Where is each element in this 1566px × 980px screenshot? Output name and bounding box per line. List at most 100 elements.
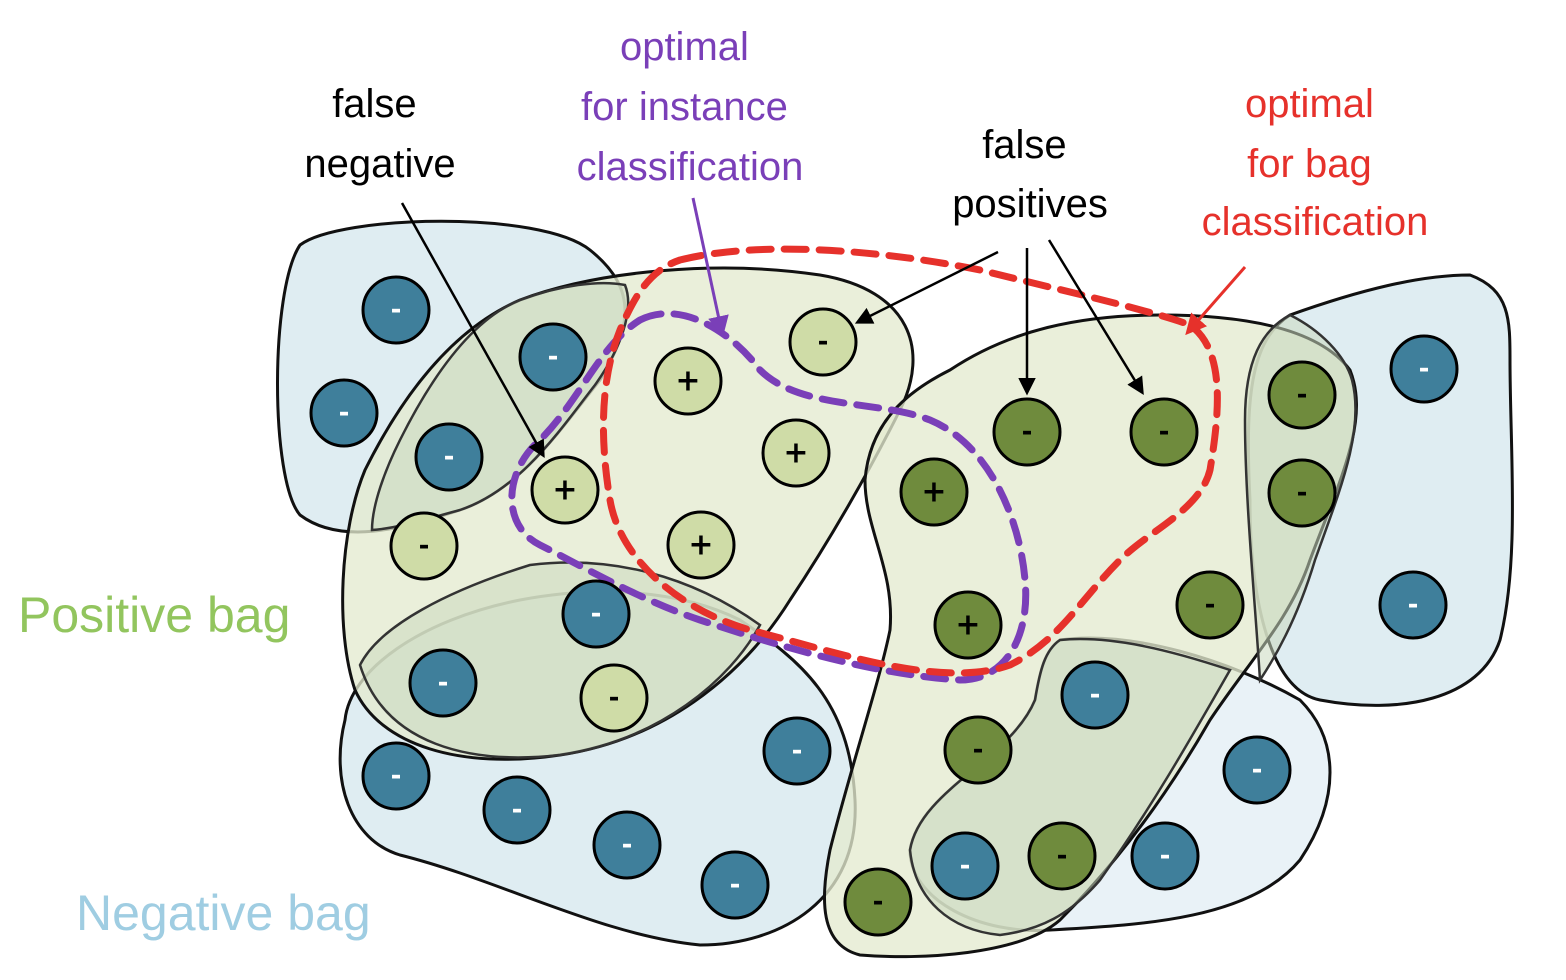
false-positive-arrow-3	[1047, 239, 1144, 395]
negative-instance-31: -	[930, 831, 1000, 901]
instance-circle	[389, 511, 459, 581]
negative-instance-27: -	[1175, 570, 1245, 640]
negative-instance-30: -	[1222, 735, 1292, 805]
instance-circle	[666, 510, 736, 580]
positive-instance-10: +	[666, 510, 736, 580]
negative-instance-26: -	[1378, 570, 1448, 640]
negative-instance-25: -	[1389, 334, 1459, 404]
instance-sign: -	[339, 398, 350, 428]
instance-circle	[482, 775, 552, 845]
negative-instance-5: -	[389, 511, 459, 581]
instance-circle	[518, 322, 588, 392]
instance-circle	[1060, 660, 1130, 730]
instance-sign: -	[1159, 417, 1170, 447]
instance-sign: -	[1297, 478, 1308, 508]
negative-instance-16: -	[482, 775, 552, 845]
instance-sign: -	[1160, 841, 1171, 871]
instance-sign: -	[548, 342, 559, 372]
positive-instance-21: +	[899, 457, 969, 527]
instance-sign: -	[438, 668, 449, 698]
instance-sign: -	[1022, 417, 1033, 447]
instance-circle	[788, 307, 858, 377]
instance-sign: +	[783, 436, 808, 471]
instance-sign: +	[688, 528, 713, 563]
instance-sign: -	[419, 531, 430, 561]
optimal-instance-arrow	[691, 197, 729, 338]
instance-sign: +	[955, 608, 980, 643]
instance-sign: +	[921, 475, 946, 510]
instance-sign: -	[960, 851, 971, 881]
negative-instance-13: -	[579, 663, 649, 733]
instance-circle	[1378, 570, 1448, 640]
negative-instance-20: -	[1129, 397, 1199, 467]
negative-bag-legend: Negative bag	[76, 885, 371, 941]
negative-instance-17: -	[592, 810, 662, 880]
instance-circle	[530, 455, 600, 525]
optimal-bag-label: optimal for bag classification	[1202, 82, 1429, 244]
negative-instance-23: -	[1267, 360, 1337, 430]
false-negative-label: false negative	[304, 82, 455, 186]
instance-circle	[1267, 360, 1337, 430]
negative-instance-3: -	[518, 322, 588, 392]
instance-sign: -	[873, 887, 884, 917]
false-positive-arrow-1	[854, 250, 999, 324]
positive-instance-6: +	[530, 455, 600, 525]
instance-sign: -	[792, 736, 803, 766]
negative-instance-11: -	[561, 579, 631, 649]
instance-circle	[1175, 570, 1245, 640]
instance-circle	[700, 850, 770, 920]
false-negative-arrow	[400, 202, 545, 459]
optimal-bag-arrow	[1185, 266, 1247, 336]
optimal-instance-label: optimal for instance classification	[577, 25, 804, 189]
instance-circle	[1222, 735, 1292, 805]
negative-instance-33: -	[1130, 821, 1200, 891]
instance-sign: -	[391, 761, 402, 791]
instance-sign: -	[591, 599, 602, 629]
instance-sign: -	[512, 795, 523, 825]
instance-circle	[592, 810, 662, 880]
negative-instance-14: -	[361, 741, 431, 811]
positive-bag-legend: Positive bag	[18, 587, 290, 643]
instance-sign: -	[1408, 590, 1419, 620]
instance-sign: -	[444, 442, 455, 472]
instance-circle	[1389, 334, 1459, 404]
instance-circle	[361, 741, 431, 811]
instance-circle	[414, 422, 484, 492]
instance-circle	[309, 378, 379, 448]
instance-circle	[761, 418, 831, 488]
instance-circle	[843, 867, 913, 937]
instance-sign: -	[1419, 354, 1430, 384]
negative-instance-32: -	[1027, 821, 1097, 891]
negative-instance-28: -	[1060, 660, 1130, 730]
instance-circle	[561, 579, 631, 649]
negative-instance-24: -	[1267, 458, 1337, 528]
positive-instance-7: +	[653, 346, 723, 416]
instance-sign: -	[609, 683, 620, 713]
instance-circle	[1267, 458, 1337, 528]
false-positives-label: false positives	[952, 123, 1108, 226]
instance-sign: -	[1252, 755, 1263, 785]
instance-circle	[762, 716, 832, 786]
instance-circle	[361, 275, 431, 345]
negative-instance-12: -	[408, 648, 478, 718]
instance-sign: -	[391, 295, 402, 325]
instance-circle	[943, 715, 1013, 785]
negative-instance-18: -	[700, 850, 770, 920]
instance-circle	[579, 663, 649, 733]
instance-sign: -	[730, 870, 741, 900]
instance-circle	[899, 457, 969, 527]
instance-circle	[408, 648, 478, 718]
instance-circle	[1130, 821, 1200, 891]
negative-instance-19: -	[992, 397, 1062, 467]
instance-sign: -	[1205, 590, 1216, 620]
instance-circle	[653, 346, 723, 416]
negative-instance-15: -	[762, 716, 832, 786]
instance-circle	[1129, 397, 1199, 467]
negative-instance-1: -	[361, 275, 431, 345]
positive-instance-9: +	[761, 418, 831, 488]
instance-sign: -	[622, 830, 633, 860]
negative-instance-29: -	[943, 715, 1013, 785]
instance-sign: +	[552, 473, 577, 508]
instance-sign: -	[1090, 680, 1101, 710]
